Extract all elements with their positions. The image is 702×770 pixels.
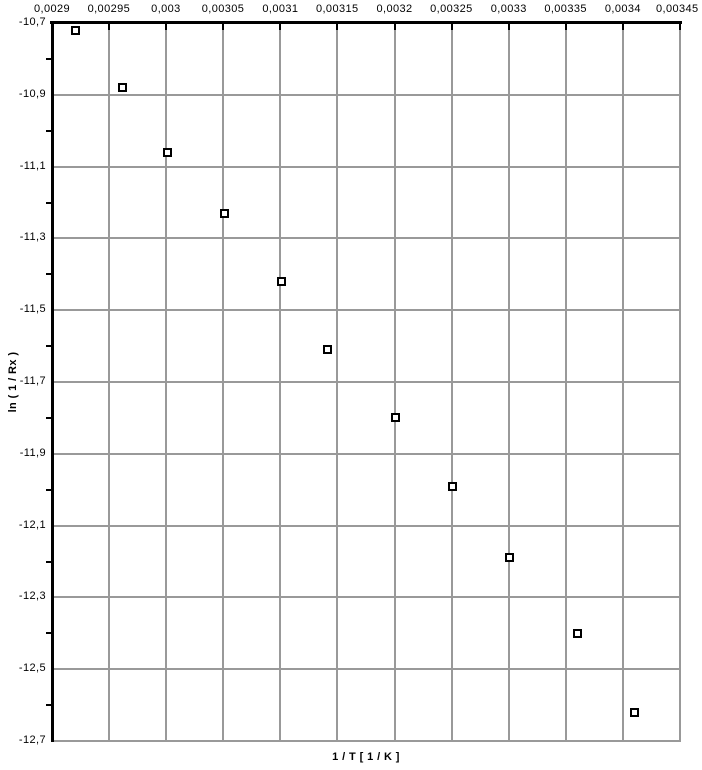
- x-axis-title: 1 / T [ 1 / K ]: [332, 751, 400, 763]
- y-gridline: [52, 596, 681, 599]
- y-gridline: [52, 309, 681, 312]
- y-minor-tick: [46, 273, 53, 276]
- data-point-marker: [277, 276, 286, 286]
- y-tick-label: -10,9: [18, 87, 46, 100]
- y-minor-tick: [46, 416, 53, 419]
- x-tick-label: 0,00305: [201, 3, 245, 15]
- x-tick-label: 0,0029: [34, 3, 71, 15]
- x-tick: [279, 24, 282, 30]
- data-point-marker: [505, 553, 515, 563]
- y-axis-line: [51, 21, 54, 742]
- y-minor-tick: [46, 632, 53, 635]
- y-minor-tick: [46, 129, 53, 132]
- x-tick: [679, 24, 681, 30]
- data-point-marker: [448, 481, 458, 491]
- y-tick-label: -11,9: [19, 446, 46, 459]
- data-point-marker: [391, 413, 401, 423]
- y-minor-tick: [46, 57, 53, 60]
- y-gridline: [52, 237, 681, 240]
- x-tick: [336, 24, 339, 30]
- y-gridline: [52, 452, 681, 455]
- x-tick-label: 0,003: [151, 3, 181, 15]
- y-gridline: [52, 524, 681, 527]
- y-minor-tick: [46, 704, 53, 707]
- y-minor-tick: [46, 201, 53, 204]
- data-point-marker: [71, 25, 81, 35]
- data-point-marker: [629, 707, 639, 717]
- y-minor-tick: [46, 488, 53, 491]
- y-gridline: [52, 668, 681, 671]
- data-point-marker: [162, 147, 172, 157]
- y-tick-label: -11,7: [19, 375, 46, 387]
- y-gridline: [52, 165, 681, 168]
- y-tick-label: -11,3: [19, 231, 46, 244]
- y-tick-label: -12,7: [18, 734, 46, 746]
- x-tick-label: 0,0031: [262, 3, 299, 15]
- y-minor-tick: [46, 560, 53, 563]
- x-tick-label: 0,00295: [87, 3, 131, 15]
- x-tick-label: 0,0033: [490, 3, 527, 15]
- x-tick: [108, 24, 111, 30]
- x-tick: [621, 24, 624, 30]
- data-point-marker: [118, 83, 128, 93]
- x-tick: [51, 24, 53, 30]
- x-tick-label: 0,00315: [315, 3, 359, 15]
- y-tick-label: -10,7: [18, 16, 46, 28]
- x-tick-label: 0,0032: [376, 3, 413, 15]
- x-tick: [564, 24, 567, 30]
- y-tick-label: -12,5: [18, 662, 46, 675]
- x-tick-label: 0,0034: [604, 3, 641, 15]
- y-gridline: [52, 381, 681, 383]
- x-tick-label: 0,00345: [656, 3, 699, 15]
- y-gridline: [52, 740, 681, 742]
- y-tick-label: -12,1: [18, 518, 46, 531]
- x-axis-line: [50, 21, 682, 24]
- x-tick-label: 0,00325: [430, 3, 473, 15]
- data-point-marker: [219, 208, 229, 218]
- y-tick-label: -11,1: [19, 159, 46, 172]
- y-gridline: [52, 93, 681, 96]
- data-point-marker: [572, 628, 582, 638]
- x-tick: [165, 24, 168, 30]
- x-tick: [222, 24, 225, 30]
- x-tick: [507, 24, 510, 30]
- y-minor-tick: [46, 345, 53, 348]
- x-tick-label: 0,00335: [544, 3, 587, 15]
- y-tick-label: -11,5: [19, 303, 46, 316]
- x-tick: [393, 24, 396, 30]
- data-point-marker: [322, 345, 332, 355]
- x-tick: [450, 24, 453, 30]
- y-axis-title: ln ( 1 / Rx ): [7, 351, 19, 413]
- y-tick-label: -12,3: [18, 590, 46, 603]
